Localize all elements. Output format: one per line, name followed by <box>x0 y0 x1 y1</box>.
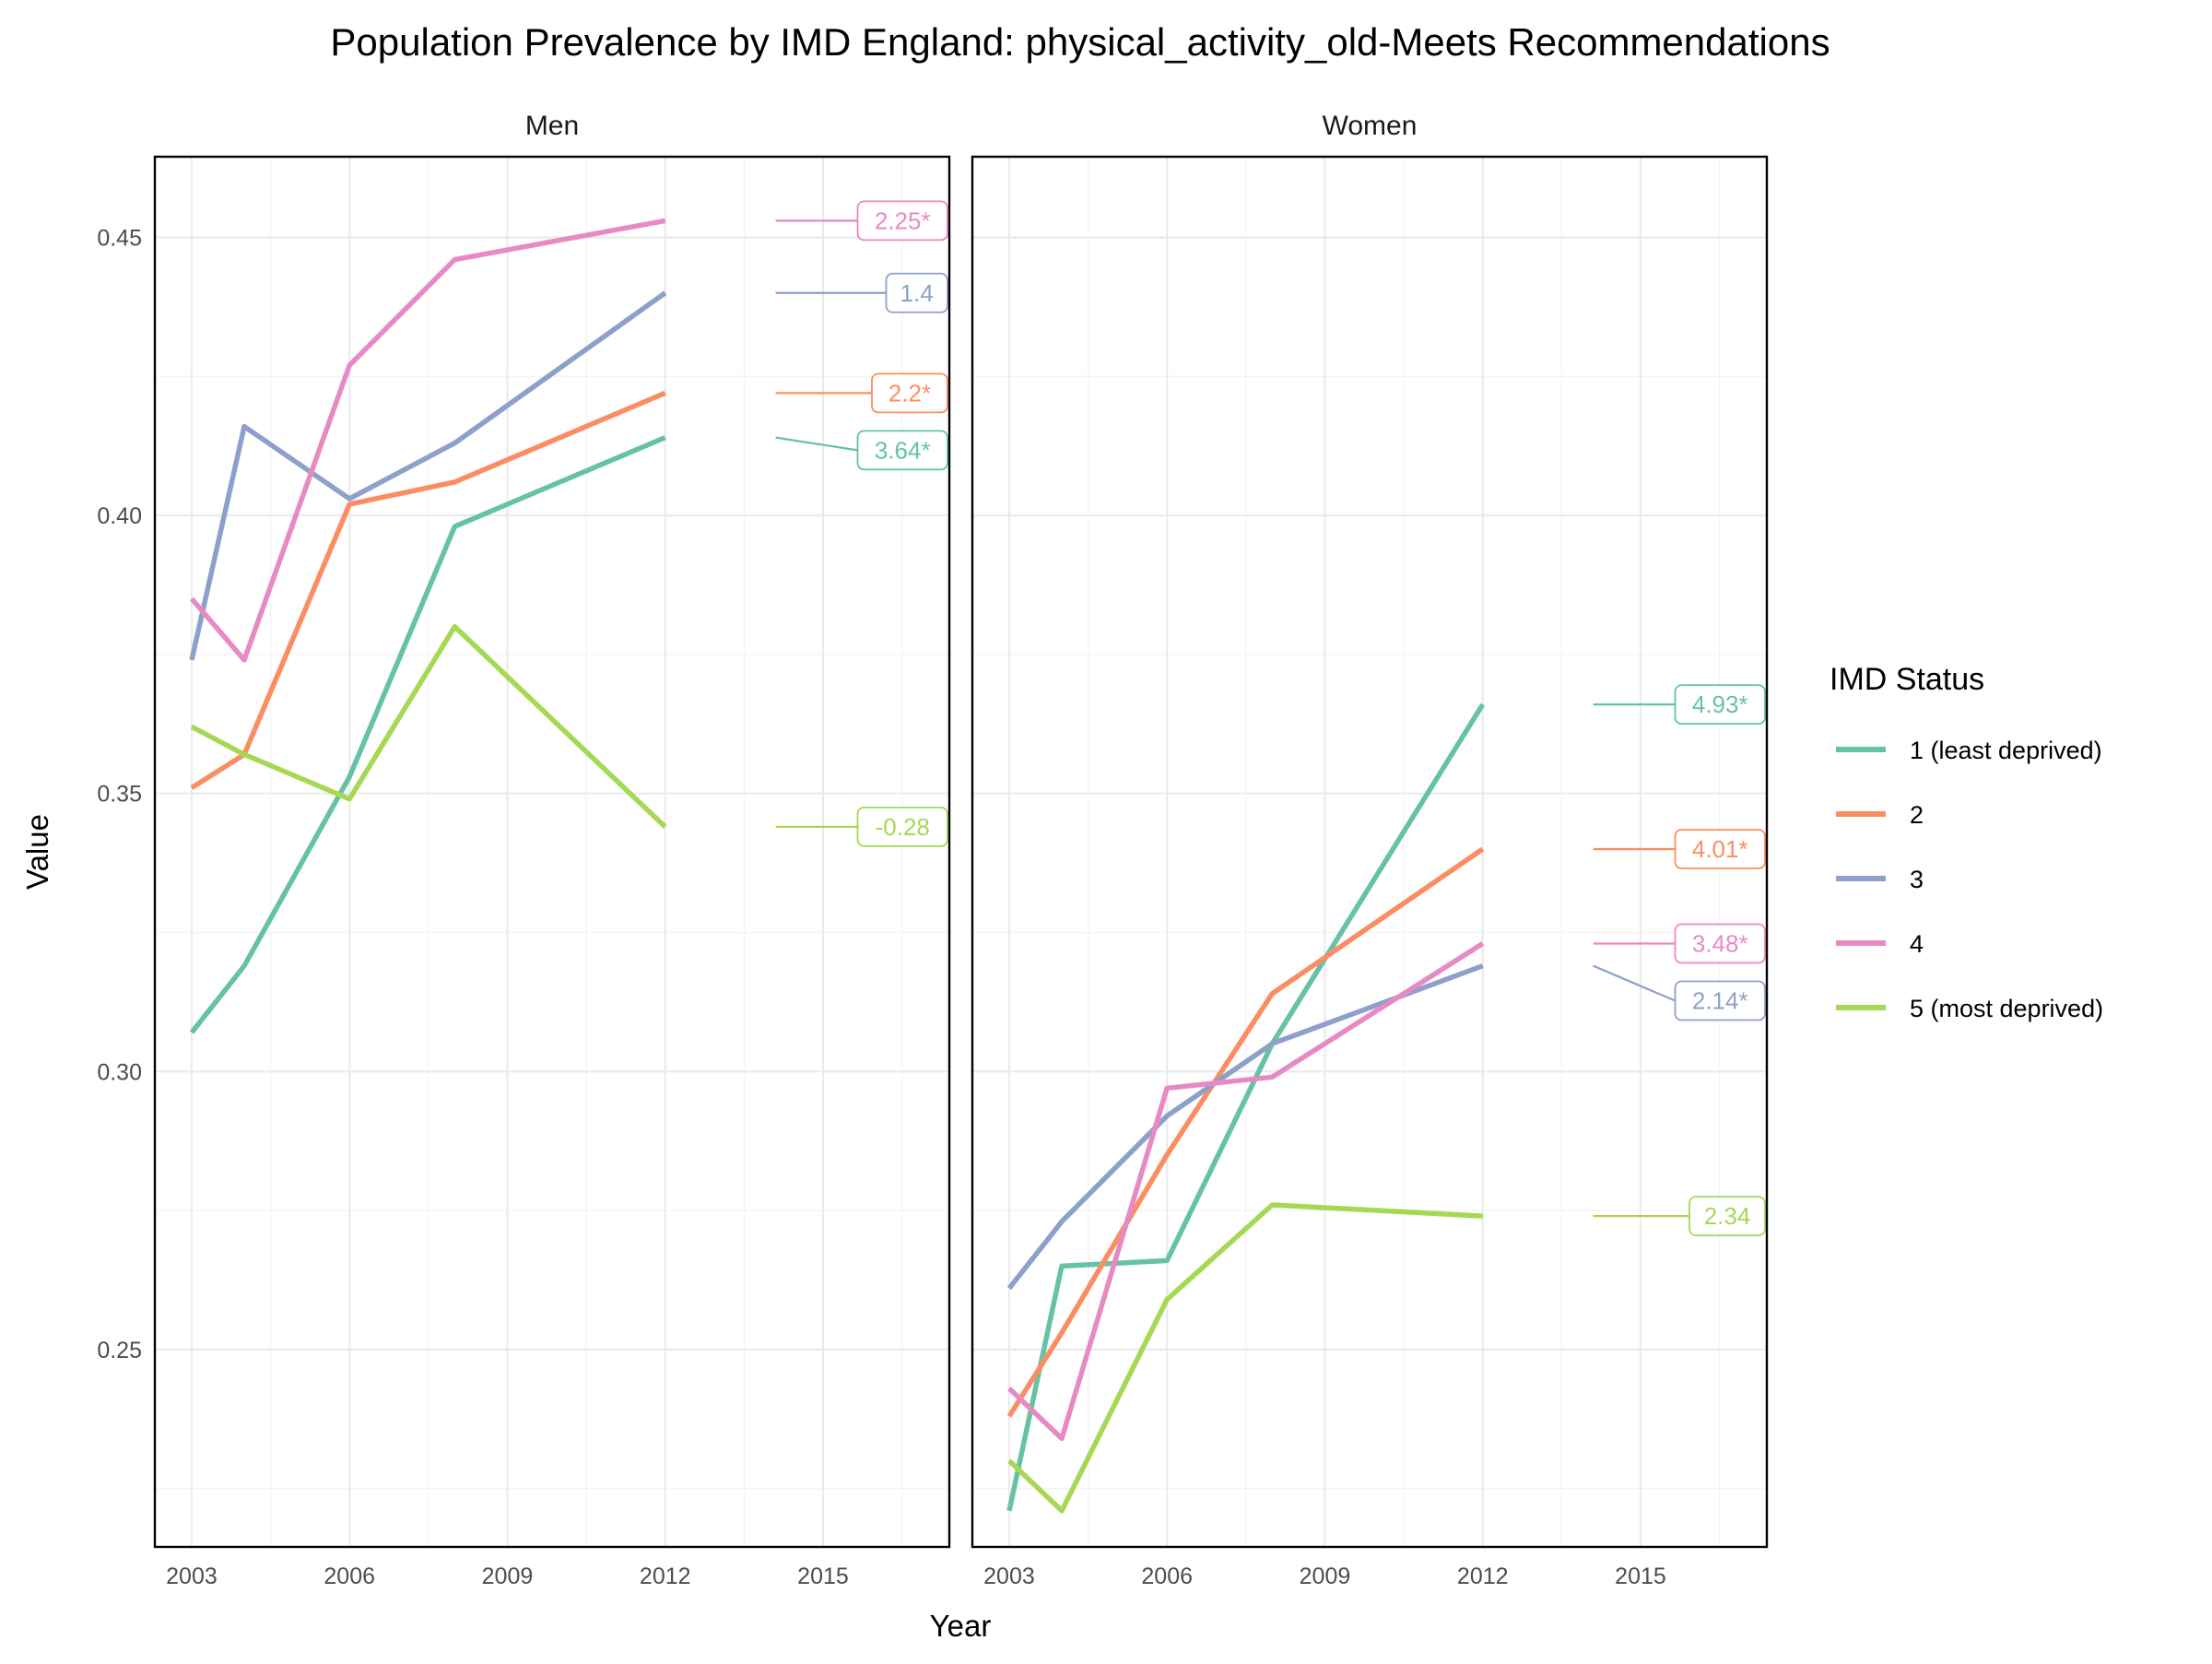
annotation-label: 2.25* <box>875 207 931 234</box>
panel-border <box>153 155 951 1549</box>
panel-women: Women 4.93* 4.01* 3.48* 2.14* 2.34 2003 2006 200… <box>971 111 1769 1589</box>
series-line-1 <box>189 435 666 1034</box>
y-tick-label: 0.35 <box>97 782 142 808</box>
x-tick-label: 2012 <box>1457 1564 1509 1589</box>
series-line-3 <box>189 290 667 661</box>
legend-label: 3 <box>1910 866 1924 893</box>
series-line-5 <box>190 623 667 829</box>
annotation-leader <box>1593 964 1676 1002</box>
legend-label: 5 (most deprived) <box>1910 995 2103 1022</box>
annotation-badge <box>1674 684 1766 726</box>
annotation-badge <box>1674 829 1766 869</box>
annotation-label: 2.2* <box>888 379 931 407</box>
annotation-badge <box>885 272 948 313</box>
series-line-2 <box>190 390 666 790</box>
annotation-label: 3.64* <box>875 436 931 464</box>
annotation-label: 4.01* <box>1692 835 1748 863</box>
y-tick-label: 0.25 <box>97 1338 142 1363</box>
legend-label: 2 <box>1910 801 1924 829</box>
x-tick-label: 2003 <box>166 1564 218 1589</box>
x-tick-label: 2009 <box>1300 1564 1351 1589</box>
annotation-label: 2.14* <box>1692 987 1748 1015</box>
series-line-2 <box>1006 846 1485 1418</box>
x-tick-label: 2003 <box>983 1564 1035 1589</box>
x-tick-label: 2009 <box>482 1564 534 1589</box>
legend-label: 1 (least deprived) <box>1910 737 2102 764</box>
x-tick-label: 2006 <box>1141 1564 1193 1589</box>
series-line-1 <box>1006 702 1486 1512</box>
panel-border <box>971 155 1769 1549</box>
annotation-leader <box>775 436 858 452</box>
annotation-badge <box>1674 980 1766 1021</box>
series-line-3 <box>1006 963 1484 1291</box>
annotation-label: -0.28 <box>876 813 930 841</box>
annotation-badge <box>856 200 948 242</box>
panel-men: Men 2.25* 1.4 2.2* 3.64* -0.28 2003 2006 2009 201… <box>97 111 951 1589</box>
annotation-label: 1.4 <box>900 279 934 307</box>
x-tick-label: 2006 <box>324 1564 375 1589</box>
x-tick-label: 2012 <box>640 1564 691 1589</box>
annotation-badge <box>856 806 948 847</box>
legend-title: IMD Status <box>1830 662 1984 697</box>
x-tick-label: 2015 <box>797 1564 849 1589</box>
legend-label: 4 <box>1910 930 1924 958</box>
annotation-label: 2.34 <box>1704 1202 1751 1230</box>
series-line-5 <box>1007 1202 1483 1514</box>
series-line-4 <box>189 218 666 663</box>
chart-title: Population Prevalence by IMD England: ph… <box>330 20 1830 64</box>
annotation-badge <box>1674 923 1766 964</box>
y-axis-title: Value <box>20 814 54 890</box>
x-axis-title: Year <box>930 1609 992 1643</box>
x-tick-label: 2015 <box>1615 1564 1666 1589</box>
annotation-label: 4.93* <box>1692 690 1748 718</box>
facet-label: Women <box>1323 111 1418 141</box>
series-line-4 <box>1007 941 1485 1442</box>
legend: IMD Status 1 (least deprived) 2 3 4 5 (most d… <box>1830 662 2103 1022</box>
annotation-badge <box>856 430 948 471</box>
annotation-badge <box>1688 1196 1766 1236</box>
y-tick-label: 0.30 <box>97 1059 142 1085</box>
annotation-label: 3.48* <box>1692 930 1748 958</box>
facet-label: Men <box>525 111 579 141</box>
y-tick-label: 0.40 <box>97 503 142 529</box>
annotation-badge <box>871 372 948 414</box>
y-tick-label: 0.45 <box>97 225 142 251</box>
